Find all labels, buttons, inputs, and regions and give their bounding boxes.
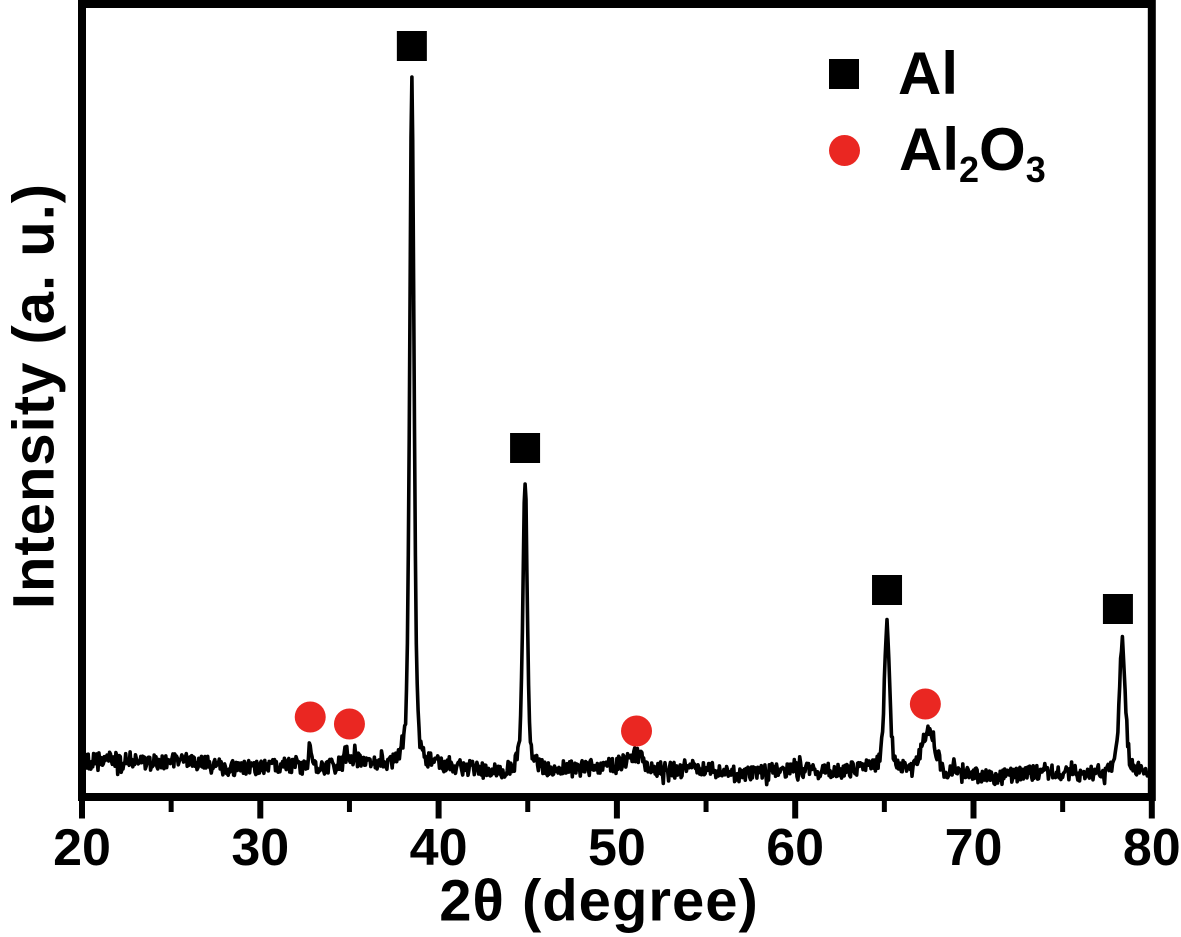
y-axis-title: Intensity (a. u.) [1,182,67,610]
al-peak-marker-square [872,575,903,605]
legend-label-al2o3: Al2O3 [899,116,1046,191]
x-tick-label-80: 80 [1122,819,1181,877]
x-tick-label-50: 50 [587,819,646,877]
al-peak-marker-square [510,433,541,463]
legend: Al Al2O3 [829,41,1046,191]
al2o3-peak-marker-circle [333,708,365,740]
al2o3-circle-marker-icon [829,134,860,166]
legend-item-al: Al [829,41,1046,107]
xrd-intensity-trace [84,75,1150,787]
al-peak-marker-square [1102,594,1133,624]
x-tick-label-70: 70 [944,819,1003,877]
x-axis-title: 2θ (degree) [439,868,759,934]
legend-item-al2o3: Al2O3 [829,116,1046,191]
legend-label-al: Al [898,40,958,107]
al2o3-peak-marker-circle [621,715,653,747]
al-peak-marker-square [396,31,427,61]
x-tick-label-40: 40 [409,819,468,877]
al2o3-peak-marker-circle [294,701,326,733]
x-tick-label-30: 30 [231,819,290,877]
x-tick-label-20: 20 [53,819,111,877]
x-tick-label-60: 60 [766,819,825,877]
al-square-marker-icon [829,59,859,89]
al2o3-peak-marker-circle [909,688,941,720]
